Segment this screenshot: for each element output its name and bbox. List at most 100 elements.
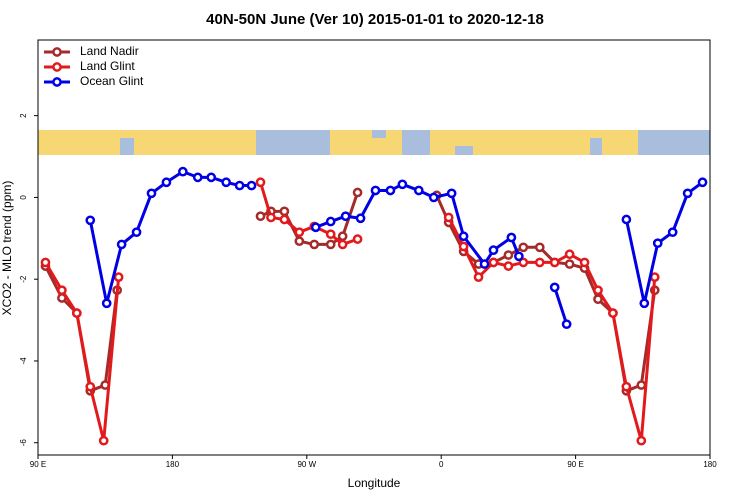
x-tick-label: 180	[166, 460, 180, 469]
data-point	[98, 435, 109, 446]
data-point	[337, 239, 348, 250]
data-point	[206, 172, 217, 183]
data-point	[57, 285, 67, 296]
x-tick-label: 90 W	[297, 460, 316, 469]
data-point	[279, 214, 290, 225]
data-point	[116, 239, 127, 250]
data-point	[352, 187, 363, 198]
data-point	[310, 222, 321, 233]
data-point	[458, 231, 469, 242]
data-point	[255, 211, 266, 222]
data-point	[71, 308, 82, 318]
data-point	[355, 213, 366, 224]
x-tick-label: 90 E	[30, 460, 46, 469]
data-point	[385, 185, 396, 196]
data-point	[370, 185, 381, 196]
data-point	[192, 172, 203, 183]
data-point	[234, 180, 245, 191]
ocean-band	[455, 146, 473, 155]
data-point	[294, 236, 305, 247]
data-point	[413, 185, 424, 196]
legend-label: Land Glint	[80, 59, 135, 73]
data-point	[473, 272, 484, 282]
y-tick-label: 0	[19, 195, 28, 200]
data-point	[682, 188, 693, 199]
y-tick-label: -2	[19, 275, 28, 283]
data-point	[534, 257, 545, 268]
data-point	[593, 285, 603, 296]
data-point	[85, 381, 96, 392]
y-tick-label: -6	[19, 439, 28, 447]
data-point	[506, 232, 517, 243]
data-point	[101, 298, 112, 309]
data-point	[131, 227, 142, 238]
legend-label: Ocean Glint	[80, 74, 144, 88]
data-point	[279, 206, 290, 217]
data-point	[549, 282, 560, 293]
data-point	[479, 259, 490, 269]
data-point	[337, 231, 348, 242]
land-band	[330, 130, 402, 155]
data-point	[549, 257, 560, 268]
ocean-band	[120, 138, 134, 155]
legend-marker	[52, 77, 62, 87]
data-point	[458, 241, 469, 252]
data-point	[488, 245, 499, 256]
data-point	[503, 261, 514, 271]
data-point	[564, 249, 575, 260]
legend-marker	[52, 47, 62, 57]
data-point	[561, 319, 572, 330]
data-point	[488, 257, 499, 268]
data-point	[534, 242, 545, 253]
x-tick-label: 180	[703, 460, 717, 469]
data-point	[503, 250, 514, 260]
data-point	[697, 177, 708, 188]
data-point	[309, 239, 320, 250]
land-band	[38, 130, 256, 155]
x-tick-label: 90 E	[567, 460, 583, 469]
data-point	[113, 272, 124, 282]
y-axis-label: XCO2 - MLO trend (ppm)	[0, 181, 14, 316]
x-axis-label: Longitude	[348, 476, 401, 490]
data-point	[446, 188, 457, 199]
legend-label: Land Nadir	[80, 44, 139, 58]
data-point	[621, 214, 632, 225]
data-point	[608, 308, 618, 318]
data-point	[352, 234, 363, 244]
data-point	[246, 180, 257, 191]
data-point	[85, 215, 96, 226]
data-point	[621, 381, 632, 392]
y-tick-label: 2	[19, 113, 28, 118]
data-point	[397, 179, 408, 190]
chart-title: 40N-50N June (Ver 10) 2015-01-01 to 2020…	[206, 11, 544, 28]
data-point	[325, 239, 336, 250]
data-point	[178, 166, 188, 177]
data-point	[636, 380, 647, 390]
data-point	[639, 298, 650, 309]
ocean-band	[590, 138, 602, 155]
y-tick-label: -4	[19, 357, 28, 365]
data-point	[161, 177, 172, 188]
data-point	[428, 192, 439, 203]
data-point	[667, 227, 678, 238]
data-point	[325, 229, 336, 240]
data-point	[266, 212, 276, 223]
map-band	[38, 130, 710, 155]
data-point	[325, 216, 336, 227]
data-point	[443, 212, 454, 223]
data-point	[340, 211, 351, 222]
data-point	[652, 238, 663, 249]
data-point	[294, 227, 305, 238]
plot-frame	[37, 39, 711, 456]
data-point	[221, 177, 232, 188]
ocean-band	[372, 130, 386, 138]
data-point	[518, 257, 529, 268]
data-point	[146, 188, 157, 199]
data-point	[40, 257, 51, 268]
data-point	[514, 251, 524, 262]
data-point	[579, 257, 590, 268]
data-point	[636, 435, 647, 446]
